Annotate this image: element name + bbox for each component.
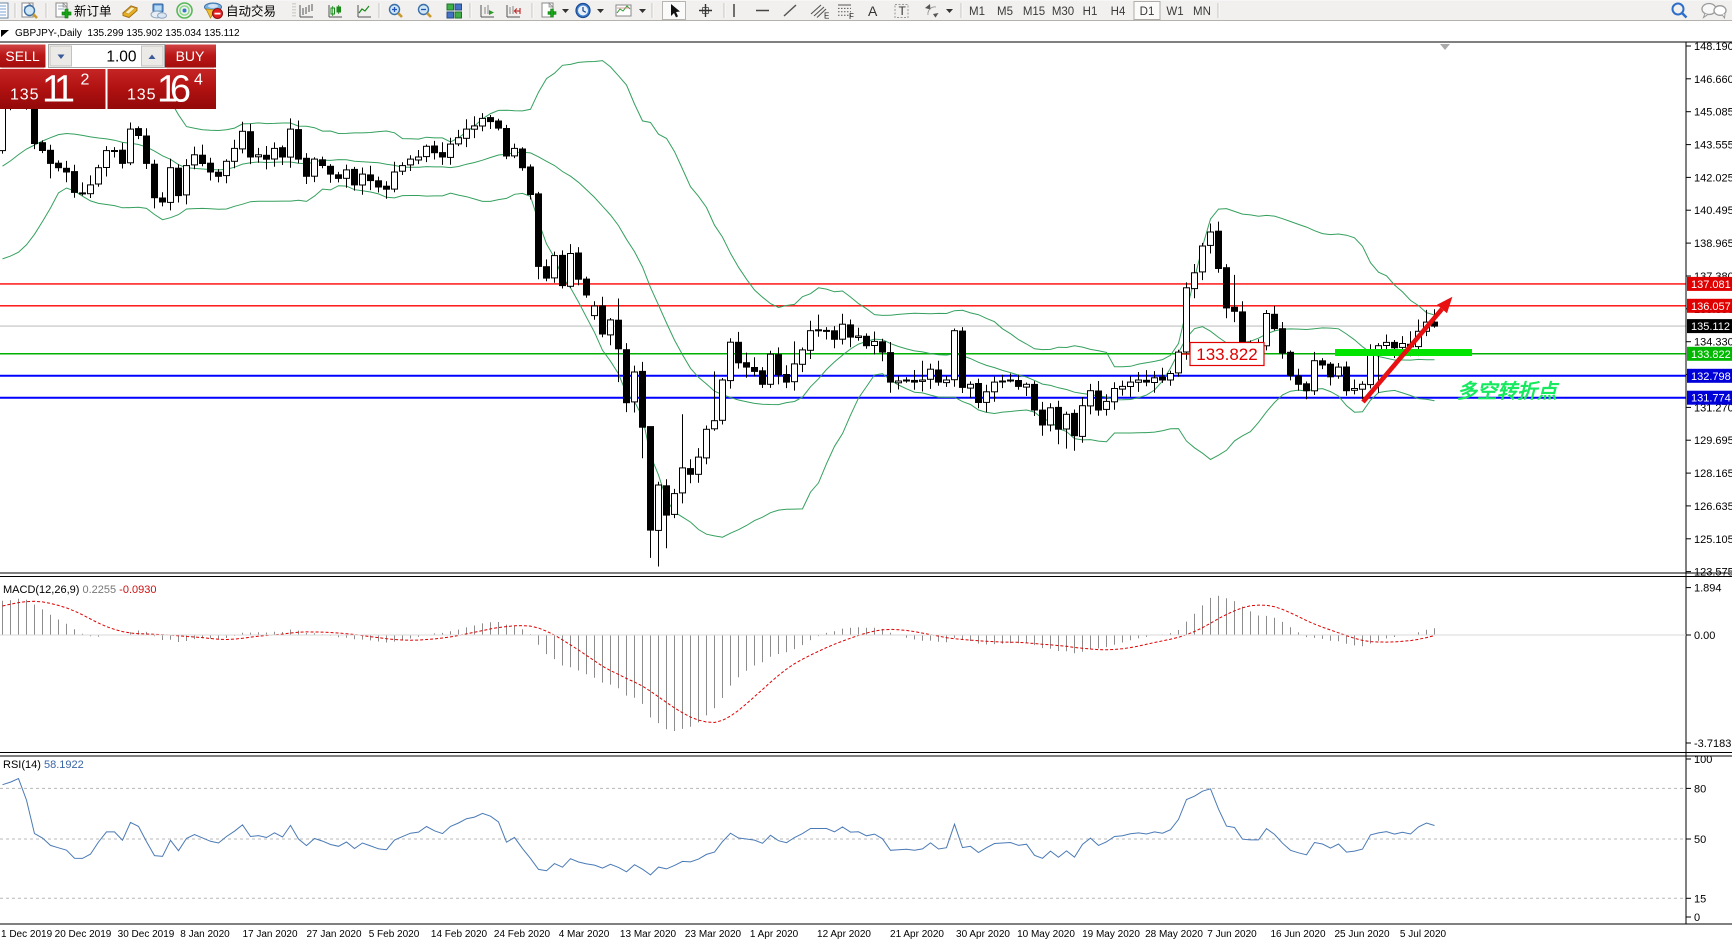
svg-text:T: T (899, 4, 907, 18)
svg-text:12 Apr 2020: 12 Apr 2020 (817, 929, 871, 940)
svg-text:0.00: 0.00 (1694, 630, 1715, 642)
svg-text:多空转折点: 多空转折点 (1457, 380, 1560, 403)
svg-text:4 Mar 2020: 4 Mar 2020 (559, 929, 610, 940)
svg-text:30 Dec 2019: 30 Dec 2019 (118, 929, 175, 940)
svg-text:MACD(12,26,9) 0.2255 -0.0930: MACD(12,26,9) 0.2255 -0.0930 (3, 584, 157, 596)
svg-text:F: F (849, 12, 854, 21)
svg-text:5 Jul 2020: 5 Jul 2020 (1400, 929, 1447, 940)
svg-text:128.165: 128.165 (1694, 468, 1732, 480)
svg-text:21 Apr 2020: 21 Apr 2020 (890, 929, 944, 940)
svg-text:M1: M1 (969, 6, 985, 18)
svg-text:2: 2 (81, 72, 90, 89)
svg-text:134.330: 134.330 (1694, 337, 1732, 349)
svg-text:1 Apr 2020: 1 Apr 2020 (750, 929, 799, 940)
svg-text:E: E (824, 12, 829, 21)
svg-text:142.025: 142.025 (1694, 172, 1732, 184)
svg-text:D1: D1 (1140, 6, 1155, 18)
svg-text:19 May 2020: 19 May 2020 (1082, 929, 1140, 940)
svg-text:10 May 2020: 10 May 2020 (1017, 929, 1075, 940)
svg-text:A: A (868, 3, 878, 19)
svg-text:133.822: 133.822 (1196, 345, 1257, 364)
svg-text:131.270: 131.270 (1694, 402, 1732, 414)
svg-text:136.057: 136.057 (1691, 301, 1731, 313)
svg-text:MN: MN (1193, 6, 1211, 18)
svg-text:17 Jan 2020: 17 Jan 2020 (242, 929, 297, 940)
svg-text:132.798: 132.798 (1691, 371, 1731, 383)
svg-text:30 Apr 2020: 30 Apr 2020 (956, 929, 1010, 940)
svg-text:143.555: 143.555 (1694, 140, 1732, 152)
svg-text:25 Jun 2020: 25 Jun 2020 (1334, 929, 1389, 940)
svg-text:123.575: 123.575 (1694, 567, 1732, 579)
svg-text:137.081: 137.081 (1691, 279, 1731, 291)
svg-text:126.635: 126.635 (1694, 501, 1732, 513)
svg-text:11: 11 (42, 68, 75, 109)
svg-text:131.774: 131.774 (1691, 393, 1731, 405)
svg-text:15: 15 (1694, 893, 1706, 905)
svg-text:W1: W1 (1166, 6, 1183, 18)
svg-text:16 Jun 2020: 16 Jun 2020 (1270, 929, 1325, 940)
svg-text:16: 16 (157, 68, 191, 109)
svg-text:0: 0 (1694, 912, 1700, 924)
svg-text:M30: M30 (1052, 6, 1074, 18)
svg-text:M15: M15 (1023, 6, 1045, 18)
svg-text:SELL: SELL (5, 48, 39, 64)
svg-text:5 Feb 2020: 5 Feb 2020 (369, 929, 420, 940)
svg-text:125.105: 125.105 (1694, 534, 1732, 546)
svg-text:BUY: BUY (176, 48, 205, 64)
svg-text:RSI(14) 58.1922: RSI(14) 58.1922 (3, 759, 84, 771)
svg-text:1.00: 1.00 (106, 49, 137, 66)
svg-text:13 Mar 2020: 13 Mar 2020 (620, 929, 677, 940)
svg-text:135: 135 (10, 87, 39, 104)
svg-text:1.894: 1.894 (1694, 583, 1722, 595)
svg-text:8 Jan 2020: 8 Jan 2020 (180, 929, 230, 940)
svg-text:138.965: 138.965 (1694, 238, 1732, 250)
svg-text:自动交易: 自动交易 (226, 4, 276, 19)
svg-text:100: 100 (1694, 754, 1712, 766)
svg-text:M5: M5 (997, 6, 1013, 18)
svg-text:135.112: 135.112 (1691, 321, 1730, 333)
svg-text:135: 135 (127, 87, 156, 104)
svg-text:20 Dec 2019: 20 Dec 2019 (55, 929, 112, 940)
svg-text:24 Feb 2020: 24 Feb 2020 (494, 929, 551, 940)
svg-text:7 Jun 2020: 7 Jun 2020 (1207, 929, 1257, 940)
svg-text:129.695: 129.695 (1694, 435, 1732, 447)
svg-text:80: 80 (1694, 783, 1706, 795)
svg-text:新订单: 新订单 (74, 4, 112, 19)
svg-text:146.660: 146.660 (1694, 74, 1732, 86)
svg-text:4: 4 (194, 72, 203, 89)
svg-text:50: 50 (1694, 834, 1706, 846)
svg-text:-3.7183: -3.7183 (1694, 738, 1731, 750)
svg-text:H1: H1 (1083, 6, 1098, 18)
svg-text:1 Dec 2019: 1 Dec 2019 (1, 929, 53, 940)
svg-text:145.085: 145.085 (1694, 107, 1732, 119)
svg-text:148.190: 148.190 (1694, 41, 1732, 53)
svg-text:28 May 2020: 28 May 2020 (1145, 929, 1203, 940)
svg-text:14 Feb 2020: 14 Feb 2020 (431, 929, 488, 940)
svg-text:23 Mar 2020: 23 Mar 2020 (685, 929, 742, 940)
svg-text:133.822: 133.822 (1691, 349, 1731, 361)
svg-text:27 Jan 2020: 27 Jan 2020 (306, 929, 361, 940)
svg-text:140.495: 140.495 (1694, 205, 1732, 217)
svg-text:H4: H4 (1111, 6, 1126, 18)
